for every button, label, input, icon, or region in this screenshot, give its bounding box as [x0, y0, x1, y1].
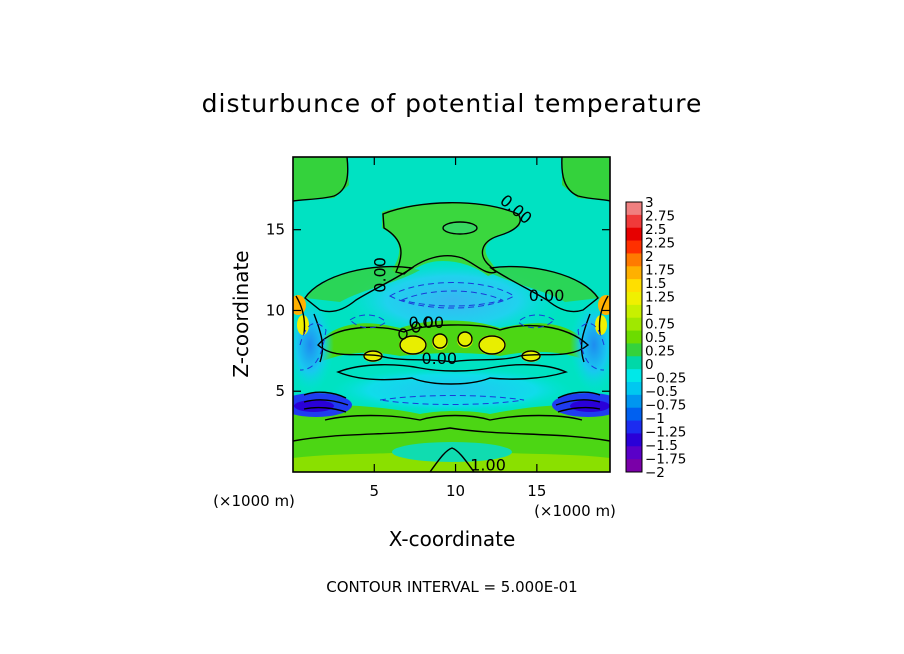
z-unit-label: (×1000 m) — [213, 492, 295, 510]
field-blob-4 — [478, 335, 506, 355]
chart-title: disturbunce of potential temperature — [202, 89, 703, 118]
field-upper-left-green — [293, 157, 349, 201]
colorbar-label-15: −0.75 — [645, 398, 686, 414]
plot-frame — [292, 156, 611, 473]
colorbar-label-4: 2 — [645, 249, 654, 265]
colorbar-label-17: −1.25 — [645, 425, 686, 441]
x-tick-label-0: 5 — [370, 482, 380, 500]
colorbar-label-19: −1.75 — [645, 452, 686, 468]
colorbar-label-8: 1 — [645, 303, 654, 319]
field-blob-1 — [399, 335, 427, 355]
field-blob-6 — [521, 350, 541, 362]
colorbar-swatch-20 — [626, 459, 642, 473]
field-upper-right-green — [562, 157, 610, 201]
colorbar-swatch-16 — [626, 407, 642, 421]
colorbar-label-7: 1.25 — [645, 290, 675, 306]
colorbar-label-5: 1.75 — [645, 263, 675, 279]
y-tick-label-0: 5 — [275, 382, 285, 400]
colorbar-label-16: −1 — [645, 411, 665, 427]
field-top-t-shape — [382, 202, 520, 276]
colorbar-label-11: 0.25 — [645, 344, 675, 360]
colorbar-label-1: 2.75 — [645, 209, 675, 225]
x-unit-label: (×1000 m) — [534, 502, 616, 520]
contours-dashed — [299, 282, 605, 405]
colorbar-swatch-17 — [626, 420, 642, 434]
contour-label-3: 0.00 — [421, 349, 457, 368]
colorbar-label-3: 2.25 — [645, 236, 675, 252]
field-lower-cyan — [392, 442, 512, 462]
colorbar-swatch-7 — [626, 292, 642, 306]
colorbar-label-12: 0 — [645, 357, 654, 373]
plot-area — [293, 157, 610, 472]
field-mid-blue — [332, 368, 572, 412]
colorbar-swatch-4 — [626, 253, 642, 267]
contour-label-4: 0.00 — [408, 313, 444, 332]
y-axis-label: Z-coordinate — [229, 250, 253, 377]
colorbar-swatch-15 — [626, 394, 642, 409]
colorbar-frame — [625, 201, 643, 473]
colorbar-swatch-19 — [626, 446, 642, 460]
field-left-deepblue-core — [294, 400, 334, 412]
colorbar-swatch-0 — [626, 202, 642, 216]
x-tick-label-1: 10 — [446, 482, 465, 500]
colorbar-label-14: −0.5 — [645, 384, 678, 400]
colorbar-swatch-1 — [626, 214, 642, 229]
colorbar-label-6: 1.5 — [645, 276, 666, 292]
colorbar-swatch-5 — [626, 266, 642, 280]
colorbar-label-13: −0.25 — [645, 371, 686, 387]
field-blob-5 — [363, 350, 383, 362]
colorbar-swatch-2 — [626, 227, 642, 241]
x-tick-label-2: 15 — [527, 482, 546, 500]
field-green-band — [320, 320, 585, 362]
colorbar-swatch-3 — [626, 240, 642, 254]
colorbar-label-0: 3 — [645, 195, 654, 211]
field-right-yellow — [595, 315, 607, 335]
colorbar-swatch-9 — [626, 317, 642, 331]
colorbar: 32.752.52.2521.751.51.2510.750.50.250−0.… — [625, 195, 686, 481]
contour-label-1: 0.00 — [371, 257, 390, 293]
field-small-cyan-top — [442, 222, 478, 234]
y-tick-label-1: 10 — [266, 301, 285, 319]
field-upper-green-fan — [305, 267, 420, 302]
colorbar-swatch-13 — [626, 369, 642, 383]
contour-interval-footer: CONTOUR INTERVAL = 5.000E-01 — [326, 578, 577, 596]
colorbar-swatch-8 — [626, 304, 642, 319]
x-axis-label: X-coordinate — [389, 527, 516, 551]
colorbar-label-10: 0.5 — [645, 330, 666, 346]
colorbar-swatch-10 — [626, 330, 642, 344]
colorbar-swatch-6 — [626, 279, 642, 293]
contours-solid — [293, 157, 610, 472]
field-left-yellow — [297, 315, 309, 335]
field-upper-green-fan-right — [485, 267, 600, 302]
colorbar-label-2: 2.5 — [645, 222, 666, 238]
field-right-deepblue-core — [570, 400, 610, 412]
colorbar-label-20: −2 — [645, 465, 665, 481]
field-right-warm — [598, 295, 610, 315]
colorbar-swatch-14 — [626, 382, 642, 396]
contour-label-2: 0.00 — [529, 286, 565, 305]
y-tick-label-2: 15 — [266, 221, 285, 239]
colorbar-swatch-12 — [626, 356, 642, 370]
colorbar-label-9: 0.75 — [645, 317, 675, 333]
colorbar-swatch-11 — [626, 343, 642, 357]
colorbar-label-18: −1.5 — [645, 438, 678, 454]
contour-label-5: 1.00 — [470, 455, 506, 474]
axes: 5 10 15 5 10 15 — [266, 157, 610, 500]
colorbar-swatch-18 — [626, 433, 642, 447]
